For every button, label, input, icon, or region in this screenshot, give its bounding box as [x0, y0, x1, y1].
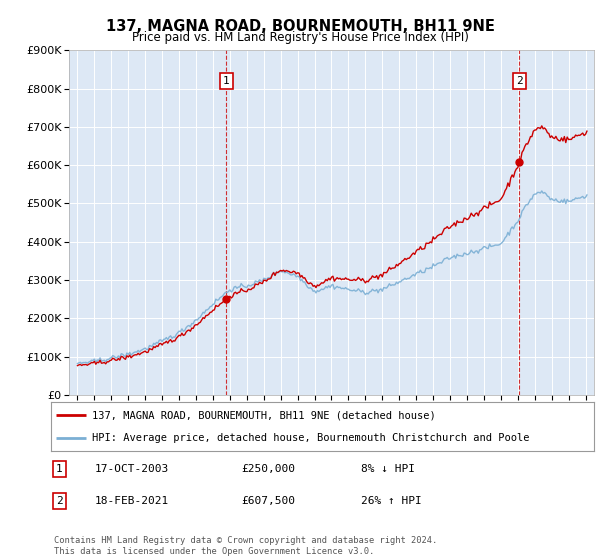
- Text: 137, MAGNA ROAD, BOURNEMOUTH, BH11 9NE: 137, MAGNA ROAD, BOURNEMOUTH, BH11 9NE: [106, 20, 494, 34]
- Text: 1: 1: [56, 464, 62, 474]
- Text: 1: 1: [223, 76, 230, 86]
- Text: £250,000: £250,000: [241, 464, 295, 474]
- Text: 2: 2: [56, 496, 62, 506]
- Text: 2: 2: [516, 76, 523, 86]
- Text: 137, MAGNA ROAD, BOURNEMOUTH, BH11 9NE (detached house): 137, MAGNA ROAD, BOURNEMOUTH, BH11 9NE (…: [92, 410, 436, 421]
- Text: 17-OCT-2003: 17-OCT-2003: [94, 464, 169, 474]
- Text: 18-FEB-2021: 18-FEB-2021: [94, 496, 169, 506]
- Text: Price paid vs. HM Land Registry's House Price Index (HPI): Price paid vs. HM Land Registry's House …: [131, 31, 469, 44]
- Text: £607,500: £607,500: [241, 496, 295, 506]
- Text: 8% ↓ HPI: 8% ↓ HPI: [361, 464, 415, 474]
- Text: Contains HM Land Registry data © Crown copyright and database right 2024.
This d: Contains HM Land Registry data © Crown c…: [54, 536, 437, 556]
- Text: HPI: Average price, detached house, Bournemouth Christchurch and Poole: HPI: Average price, detached house, Bour…: [92, 433, 529, 444]
- Text: 26% ↑ HPI: 26% ↑ HPI: [361, 496, 421, 506]
